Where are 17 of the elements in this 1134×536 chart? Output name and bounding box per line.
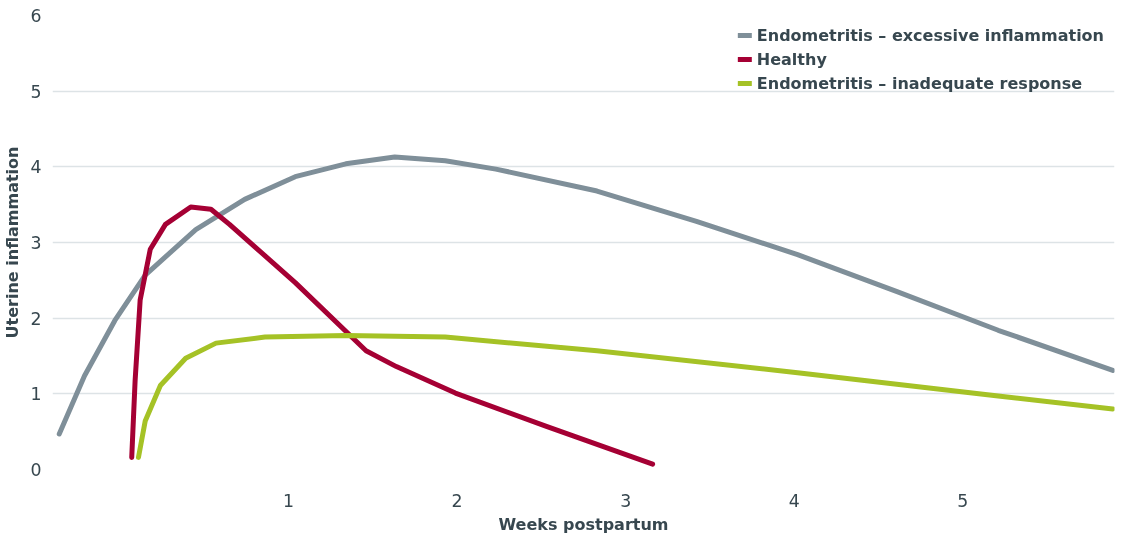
x-tick-label: 5 bbox=[957, 490, 969, 511]
y-tick-label: 6 bbox=[30, 6, 42, 26]
y-tick-label: 3 bbox=[30, 233, 42, 253]
legend-label: Endometritis – excessive inflammation bbox=[756, 25, 1104, 45]
legend-label: Healthy bbox=[756, 49, 827, 69]
y-tick-label: 2 bbox=[30, 308, 42, 329]
y-tick-label: 5 bbox=[30, 81, 42, 102]
y-axis-title: Uterine inflammation bbox=[3, 146, 23, 339]
x-tick-label: 2 bbox=[451, 490, 463, 511]
legend-label: Endometritis – inadequate response bbox=[756, 73, 1083, 93]
x-tick-label: 4 bbox=[788, 490, 800, 511]
y-tick-label: 0 bbox=[30, 460, 42, 480]
y-tick-label: 1 bbox=[30, 384, 42, 405]
y-tick-label: 4 bbox=[30, 157, 42, 178]
x-tick-label: 1 bbox=[282, 490, 295, 511]
x-tick-label: 3 bbox=[620, 490, 632, 511]
x-axis-title: Weeks postpartum bbox=[498, 514, 669, 534]
